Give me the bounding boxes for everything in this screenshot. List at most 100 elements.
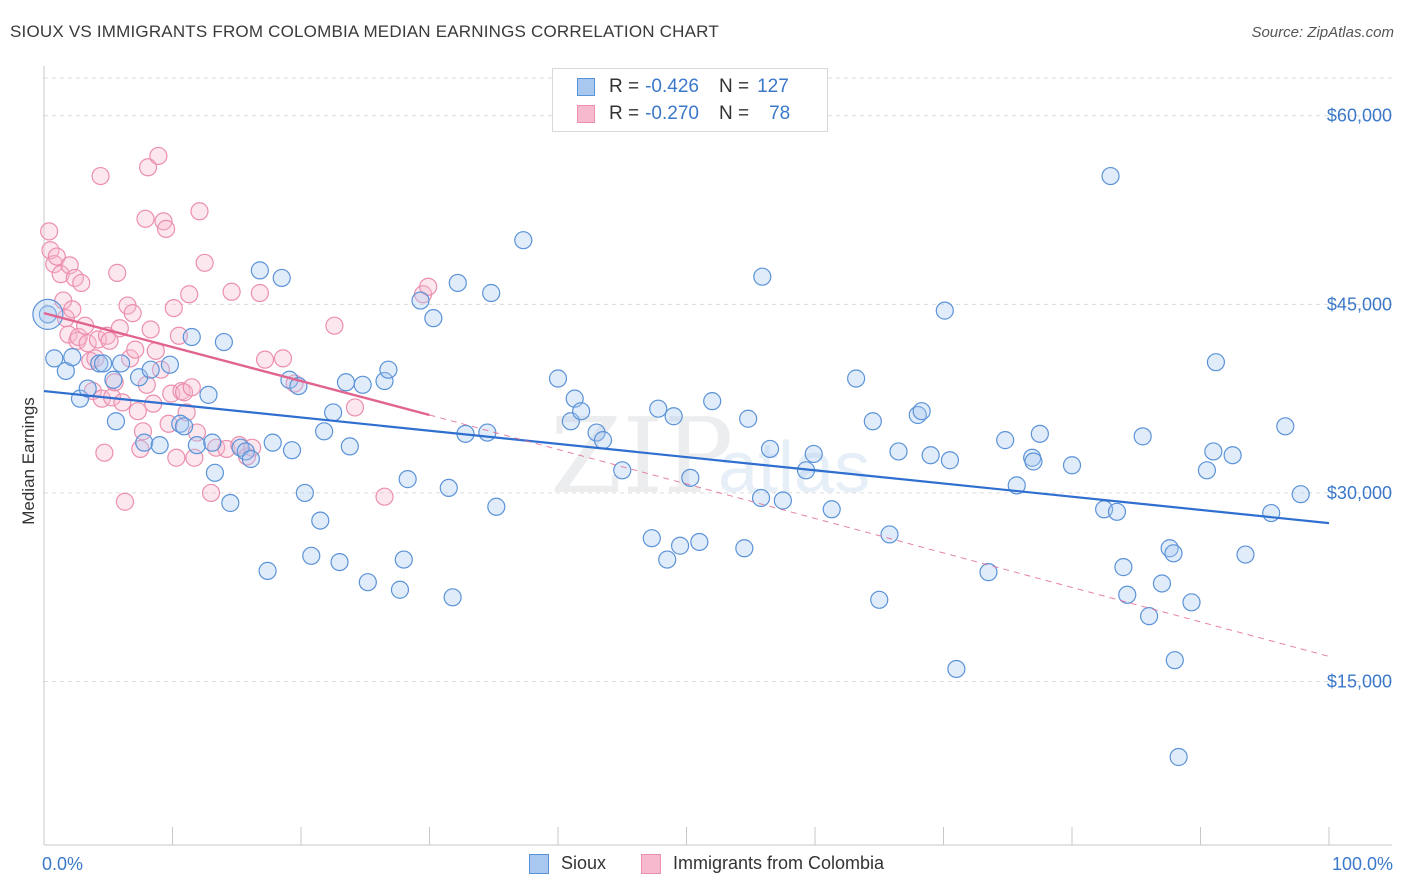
sioux-point [111, 354, 131, 373]
sioux-point [263, 433, 282, 452]
sioux-point [295, 483, 314, 503]
colombia-point [167, 448, 186, 467]
x-tick-label: 0.0% [42, 854, 83, 874]
sioux-point [863, 412, 882, 431]
colombia-point [138, 158, 158, 177]
sioux-point [1101, 166, 1120, 186]
sioux-point [870, 590, 889, 609]
sioux-point [664, 407, 683, 426]
legend-row-colombia: R = -0.270 N = 78 [577, 101, 790, 127]
x-tick-label: 100.0% [1332, 854, 1393, 874]
sioux-point [330, 552, 349, 572]
sioux-point [1169, 747, 1188, 767]
colombia-point [40, 222, 59, 241]
colombia-trend-line [43, 311, 430, 417]
y-tick-label: $60,000 [1327, 106, 1392, 126]
sioux-point [1030, 424, 1049, 443]
colombia-point [91, 166, 110, 186]
sioux-point [822, 500, 841, 519]
sioux-point [1165, 651, 1184, 670]
sioux-point [1152, 574, 1172, 593]
sioux-point [187, 436, 207, 455]
gridlines [44, 77, 1392, 683]
sioux-point [90, 354, 109, 373]
sioux-point [311, 511, 330, 530]
sioux-point [203, 433, 222, 452]
series-legend: Sioux Immigrants from Colombia [0, 851, 1406, 879]
sioux-point [1197, 461, 1217, 480]
sioux-point [739, 409, 758, 428]
sioux-point [1139, 607, 1159, 626]
sioux-point [847, 369, 866, 388]
colombia-point [126, 340, 145, 359]
sioux-point [947, 659, 966, 679]
colombia-point [222, 282, 241, 301]
sioux-point [1024, 452, 1043, 471]
colombia-point [190, 202, 209, 221]
sioux-point [1062, 456, 1082, 475]
sioux-point [642, 529, 661, 548]
sioux-point [258, 561, 277, 580]
sioux-point [282, 441, 302, 460]
legend-label-sioux: Sioux [561, 853, 607, 873]
legend-r-label: R = [609, 103, 640, 124]
sioux-point [353, 375, 372, 394]
colombia-point [250, 283, 269, 303]
sioux-point [398, 470, 417, 489]
sioux-point [940, 451, 960, 470]
legend-r-label: R = [609, 76, 640, 97]
sioux-point [150, 436, 169, 455]
colombia-point [195, 253, 214, 272]
sioux-point [104, 370, 123, 389]
legend-swatch-sioux [577, 78, 595, 96]
sioux-point [514, 231, 533, 250]
sioux-point [1182, 593, 1201, 612]
sioux-point [379, 360, 398, 379]
sioux-point [411, 291, 430, 310]
axes [43, 66, 1392, 846]
colombia-point [108, 263, 127, 282]
y-tick-label: $15,000 [1327, 672, 1392, 692]
sioux-point [1291, 485, 1310, 504]
colombia-point [325, 316, 344, 335]
sioux-point [336, 373, 356, 392]
colombia-point [69, 327, 88, 347]
correlation-legend: R = -0.426 N = 127 R = -0.270 N = 78 [552, 68, 828, 132]
sioux-point [324, 403, 343, 422]
sioux-point [613, 461, 632, 480]
colombia-point [120, 349, 140, 368]
sioux-point [394, 550, 413, 569]
sioux-point [587, 423, 606, 442]
trend-lines [43, 311, 1330, 657]
colombia-point [345, 398, 365, 417]
sioux-point [1262, 503, 1281, 523]
colombia-point [156, 219, 176, 238]
sioux-point [390, 580, 410, 599]
sioux-point [760, 439, 780, 459]
sioux-point [735, 539, 754, 558]
colombia-point [63, 300, 82, 319]
colombia-point [137, 375, 156, 394]
sioux-point [703, 392, 722, 411]
legend-item-sioux: Sioux [529, 853, 606, 874]
colombia-point [47, 247, 66, 266]
sioux-point [751, 488, 771, 508]
sioux-point [241, 449, 260, 469]
colombia-point [149, 146, 168, 166]
sioux-point [214, 332, 233, 352]
legend-r-value: -0.270 [645, 103, 699, 124]
colombia-point [115, 492, 135, 511]
sioux-point [996, 431, 1015, 450]
colombia-point [100, 331, 119, 350]
sioux-point [1206, 353, 1226, 372]
legend-r-value: -0.426 [645, 76, 699, 97]
sioux-point [649, 399, 668, 418]
legend-row-sioux: R = -0.426 N = 127 [577, 74, 789, 100]
sioux-point [174, 417, 194, 436]
colombia-point [113, 393, 132, 412]
y-tick-label: $30,000 [1327, 483, 1392, 503]
sioux-point [160, 355, 180, 374]
sioux-point [690, 532, 709, 552]
sioux-point [880, 525, 899, 544]
sioux-point [106, 412, 126, 431]
